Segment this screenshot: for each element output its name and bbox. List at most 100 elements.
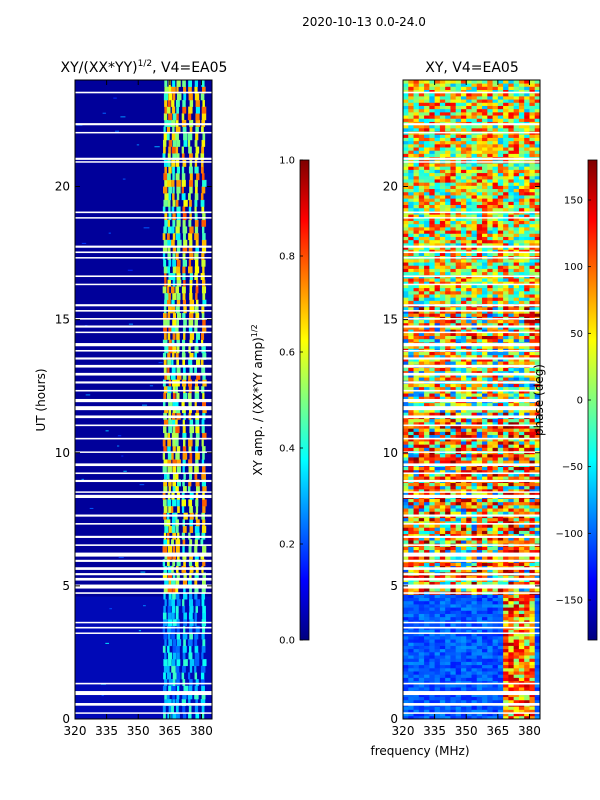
phase-cell (424, 230, 430, 234)
amplitude-cell (163, 585, 169, 593)
amplitude-cell (177, 239, 182, 247)
phase-cell (424, 482, 430, 487)
phase-cell (503, 562, 509, 567)
phase-cell (429, 322, 436, 327)
phase-cell (466, 706, 472, 710)
phase-cell (529, 332, 536, 336)
phase-cell (497, 683, 504, 688)
amplitude-cell (194, 632, 199, 640)
phase-cell (408, 281, 415, 285)
phase-cell (508, 338, 515, 343)
amplitude-cell (182, 525, 187, 533)
amplitude-cell (162, 253, 166, 261)
phase-cell (418, 351, 425, 356)
amplitude-cell (195, 479, 200, 487)
amplitude-cell (172, 679, 176, 687)
phase-cell (439, 265, 446, 269)
phase-cell (434, 230, 441, 234)
phase-cell (524, 409, 530, 413)
phase-cell (513, 635, 520, 640)
phase-cell (439, 607, 446, 611)
phase-cell (434, 425, 441, 429)
phase-cell (434, 319, 441, 324)
phase-cell (513, 715, 520, 719)
amplitude-cell (163, 679, 168, 687)
amplitude-cell (176, 366, 181, 374)
phase-cell (492, 706, 499, 710)
phase-cell (403, 594, 409, 598)
phase-cell (424, 383, 430, 388)
amplitude-speck (127, 269, 133, 271)
phase-cell (487, 389, 494, 394)
phase-cell (418, 262, 425, 266)
phase-cell (413, 265, 420, 269)
phase-cell (508, 249, 515, 253)
amplitude-cell (201, 126, 204, 134)
phase-cell (429, 530, 436, 535)
phase-cell (497, 709, 504, 714)
phase-cell (429, 278, 436, 282)
amplitude-cell (201, 592, 206, 600)
phase-cell (482, 603, 488, 608)
phase-cell (403, 233, 409, 237)
phase-cell (487, 287, 494, 292)
phase-cell (482, 613, 488, 618)
phase-cell (445, 651, 451, 656)
phase-cell (524, 546, 530, 551)
phase-cell (492, 271, 499, 276)
amplitude-cell (171, 525, 176, 533)
phase-cell (497, 472, 504, 477)
phase-cell (518, 367, 525, 372)
phase-cell (487, 457, 494, 461)
phase-cell (513, 482, 520, 487)
phase-cell (492, 472, 499, 477)
phase-cell (513, 233, 520, 237)
phase-cell (508, 409, 515, 413)
phase-cell (450, 329, 457, 333)
phase-cell (434, 642, 441, 646)
phase-cell (466, 520, 472, 525)
amplitude-cell (164, 279, 167, 287)
phase-cell (455, 674, 462, 678)
phase-cell (471, 476, 478, 480)
phase-cell (529, 345, 536, 349)
phase-cell (503, 667, 509, 672)
phase-cell (482, 619, 488, 624)
phase-cell (529, 236, 536, 241)
phase-cell (408, 313, 415, 317)
phase-cell (482, 658, 488, 662)
amplitude-cell (188, 652, 193, 660)
phase-cell (429, 370, 436, 375)
phase-cell (455, 338, 462, 343)
amplitude-cell (195, 186, 198, 194)
phase-cell (476, 619, 483, 624)
phase-cell (497, 664, 504, 669)
phase-cell (424, 651, 430, 656)
phase-cell (450, 524, 457, 528)
amplitude-cell (196, 332, 200, 340)
amplitude-cell (189, 352, 194, 360)
phase-cell (466, 409, 472, 413)
phase-cell (455, 575, 462, 579)
phase-cell (429, 223, 436, 228)
phase-cell (529, 313, 536, 317)
phase-cell (418, 393, 425, 397)
phase-cell (429, 457, 436, 461)
phase-cell (524, 233, 530, 237)
amplitude-cell (201, 166, 204, 174)
amplitude-cell (172, 419, 177, 427)
phase-cell (418, 504, 425, 509)
phase-cell (434, 511, 441, 515)
phase-cell (445, 329, 451, 333)
phase-cell (460, 581, 467, 586)
phase-cell (455, 635, 462, 640)
phase-cell (413, 351, 420, 356)
phase-cell (466, 402, 472, 407)
phase-cell (497, 246, 504, 250)
phase-cell (534, 332, 540, 336)
phase-cell (413, 226, 420, 231)
phase-cell (413, 677, 420, 682)
amplitude-cell (181, 699, 186, 706)
phase-cell (534, 249, 540, 253)
phase-cell (518, 447, 525, 452)
